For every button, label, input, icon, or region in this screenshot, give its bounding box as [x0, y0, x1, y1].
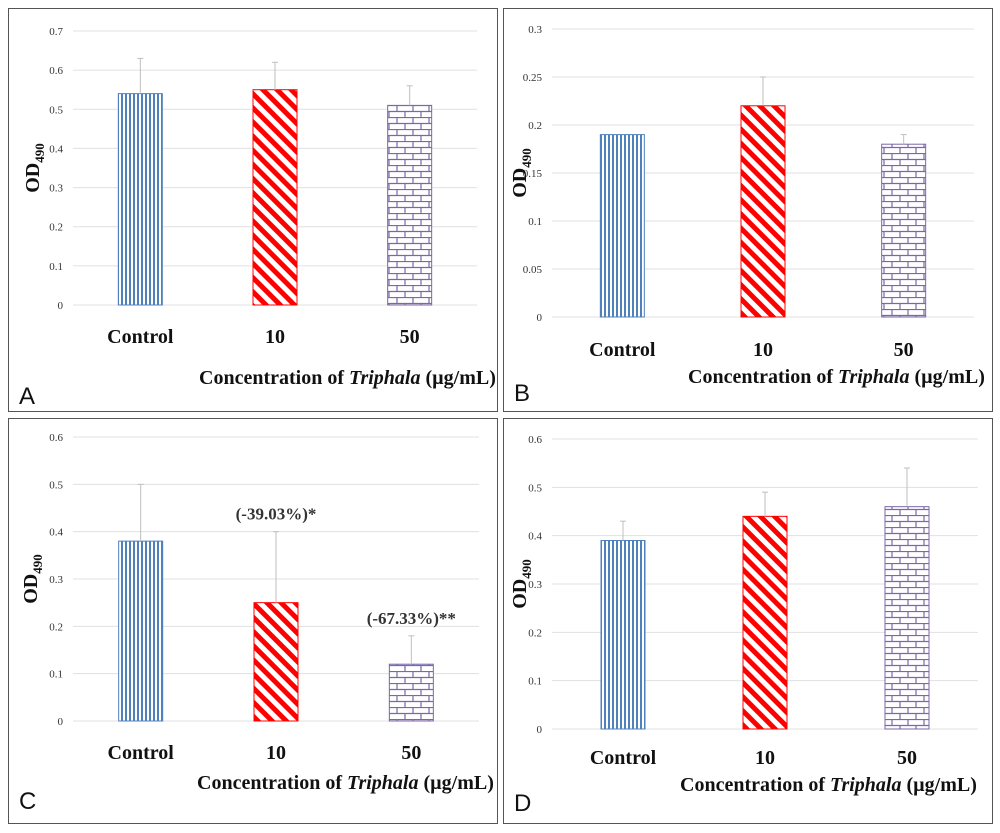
- y-tick-label: 0.4: [49, 527, 63, 539]
- panel-label: A: [19, 383, 35, 410]
- y-tick-label: 0.6: [49, 65, 63, 77]
- y-tick-label: 0.2: [528, 627, 542, 639]
- x-axis-label: Concentration of Triphala (µg/mL): [680, 774, 977, 796]
- y-axis-label: OD490: [509, 148, 534, 198]
- category-label: 10: [755, 747, 775, 769]
- panel-label: B: [514, 380, 530, 407]
- category-label: Control: [590, 747, 657, 769]
- bar-50: [388, 663, 434, 722]
- y-tick-label: 0.15: [523, 168, 543, 180]
- chart-c: 0 0.1 0.2 0.3 0.4 0.5 0.6 Control (-39.03%)* 10 (-…: [19, 432, 494, 815]
- y-tick-label: 0: [537, 724, 543, 736]
- bar-10: [252, 89, 298, 306]
- bar-control: [117, 93, 163, 306]
- y-tick-label: 0.7: [49, 26, 63, 38]
- y-axis-label: OD490: [20, 554, 45, 604]
- panel-a: 0 0.1 0.2 0.3 0.4 0.5 0.6 0.7 Control 10 50 OD490 Co…: [8, 8, 498, 412]
- bar-10: [742, 515, 788, 730]
- y-tick-label: 0.1: [528, 676, 542, 688]
- x-axis-label: Concentration of Triphala (µg/mL): [199, 367, 496, 389]
- bar-50: [387, 104, 433, 306]
- chart-d: 0 0.1 0.2 0.3 0.4 0.5 0.6 Control 10 50 OD490 Conce…: [509, 434, 978, 817]
- bar-50: [881, 143, 927, 318]
- bar-control: [118, 540, 164, 722]
- y-tick-label: 0.5: [49, 104, 63, 116]
- y-tick-label: 0.1: [49, 669, 63, 681]
- bar-control: [600, 540, 646, 730]
- panel-label: C: [19, 788, 36, 815]
- category-label: 10: [265, 326, 285, 348]
- panel-d: 0 0.1 0.2 0.3 0.4 0.5 0.6 Control 10 50 OD490 Conce…: [503, 418, 993, 824]
- bar-control: [599, 134, 645, 318]
- y-tick-label: 0.05: [523, 264, 543, 276]
- chart-a: 0 0.1 0.2 0.3 0.4 0.5 0.6 0.7 Control 10 50 OD490 Co…: [19, 26, 496, 410]
- x-axis-label: Concentration of Triphala (µg/mL): [197, 772, 494, 794]
- category-label: 10: [753, 339, 773, 361]
- panel-label: D: [514, 790, 531, 817]
- x-axis-label: Concentration of Triphala (µg/mL): [688, 366, 985, 388]
- y-tick-label: 0.4: [528, 531, 542, 543]
- y-axis-label: OD490: [22, 143, 47, 193]
- y-tick-label: 0.2: [49, 621, 63, 633]
- y-tick-label: 0.2: [49, 222, 63, 234]
- panel-c: 0 0.1 0.2 0.3 0.4 0.5 0.6 Control (-39.03%)* 10 (-…: [8, 418, 498, 824]
- bar-50: [884, 506, 930, 730]
- bar-10: [740, 105, 786, 318]
- category-label: 50: [401, 742, 421, 764]
- bar-10: [253, 602, 299, 722]
- panel-b: 0 0.05 0.1 0.15 0.2 0.25 0.3 Control 10 50 OD490 Co…: [503, 8, 993, 412]
- y-tick-label: 0.3: [528, 579, 542, 591]
- category-label: Control: [107, 326, 174, 348]
- significance-annotation: (-39.03%)*: [236, 505, 317, 524]
- y-tick-label: 0.4: [49, 143, 63, 155]
- y-tick-label: 0.6: [528, 434, 542, 446]
- category-label: Control: [108, 742, 175, 764]
- y-tick-label: 0.5: [528, 482, 542, 494]
- y-tick-label: 0: [58, 300, 64, 312]
- y-axis-label: OD490: [509, 559, 534, 609]
- y-tick-label: 0.1: [49, 261, 63, 273]
- y-tick-label: 0.3: [528, 24, 542, 36]
- y-tick-label: 0.3: [49, 183, 63, 195]
- y-tick-label: 0.5: [49, 479, 63, 491]
- y-tick-label: 0: [58, 716, 64, 728]
- category-label: Control: [589, 339, 656, 361]
- y-tick-label: 0.1: [528, 216, 542, 228]
- y-tick-label: 0.2: [528, 120, 542, 132]
- significance-annotation: (-67.33%)**: [367, 609, 456, 628]
- y-tick-label: 0.6: [49, 432, 63, 444]
- category-label: 50: [894, 339, 914, 361]
- category-label: 50: [897, 747, 917, 769]
- category-label: 10: [266, 742, 286, 764]
- chart-b: 0 0.05 0.1 0.15 0.2 0.25 0.3 Control 10 50 OD490 Co…: [509, 24, 985, 407]
- y-tick-label: 0: [537, 312, 543, 324]
- category-label: 50: [400, 326, 420, 348]
- y-tick-label: 0.25: [523, 72, 543, 84]
- y-tick-label: 0.3: [49, 574, 63, 586]
